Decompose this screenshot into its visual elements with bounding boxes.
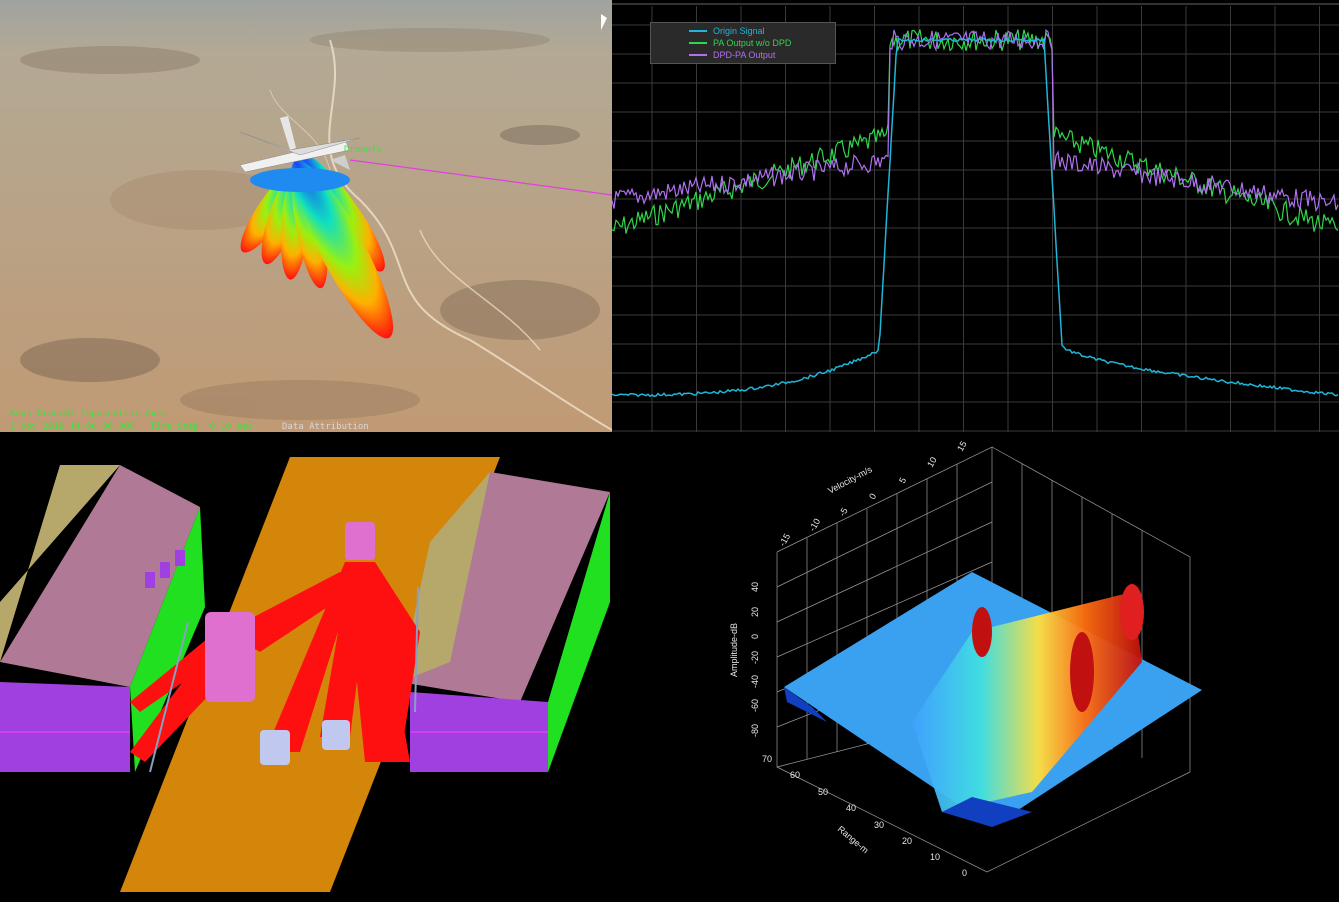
terrain-view-panel[interactable]: DroneTx Keys_DroneRx Topocentric Axes 1 … [0, 0, 612, 432]
date-label: 1 Nov 2019 14:00:00.000 [10, 422, 135, 432]
svg-text:-5: -5 [837, 506, 850, 518]
legend-label: PA Output w/o DPD [713, 38, 792, 48]
amplitude-ticks: 40 20 0 -20 -40 -60 -80 [750, 582, 760, 737]
building-right [400, 472, 610, 772]
range-ticks: 70 60 50 40 30 20 10 0 [762, 754, 967, 878]
velocity-ticks: -15 -10 -5 0 5 10 15 [777, 439, 969, 548]
svg-text:40: 40 [846, 803, 856, 813]
svg-text:-10: -10 [807, 517, 822, 533]
svg-text:0: 0 [867, 492, 878, 501]
target-peak [1070, 632, 1094, 712]
svg-text:0: 0 [750, 634, 760, 639]
svg-text:-80: -80 [750, 724, 760, 737]
ray-tracing-scene [0, 457, 610, 892]
legend-swatch [689, 42, 707, 44]
svg-text:0: 0 [962, 868, 967, 878]
street-pole [414, 586, 419, 713]
svg-text:-60: -60 [750, 699, 760, 712]
svg-text:60: 60 [790, 770, 800, 780]
street-pole [149, 621, 189, 773]
legend-label: Origin Signal [713, 26, 765, 36]
dpd-pa-output-trace [612, 28, 1339, 213]
origin-signal-trace [612, 37, 1339, 398]
velocity-axis-label: Velocity-m/s [826, 464, 874, 496]
ray-tracing-panel[interactable] [0, 432, 612, 902]
legend-swatch [689, 54, 707, 56]
svg-text:40: 40 [750, 582, 760, 592]
tx-label: DroneTx [344, 145, 382, 155]
plot-grid [612, 6, 1339, 432]
svg-text:20: 20 [902, 836, 912, 846]
legend-item: PA Output w/o DPD [689, 37, 835, 49]
spectrum-chart [612, 3, 1339, 432]
svg-text:50: 50 [818, 787, 828, 797]
data-attribution: Data Attribution [282, 422, 369, 432]
legend-item: DPD-PA Output [689, 49, 835, 61]
terrain-scene [0, 0, 612, 432]
drone [239, 116, 361, 173]
svg-text:20: 20 [750, 607, 760, 617]
antenna-pattern [240, 155, 394, 339]
riverbed [328, 39, 612, 431]
svg-text:10: 10 [925, 455, 939, 469]
link-line [349, 159, 612, 196]
legend-label: DPD-PA Output [713, 50, 776, 60]
svg-text:15: 15 [955, 439, 969, 453]
svg-text:5: 5 [897, 476, 908, 485]
range-axis-label: Range-m [836, 824, 871, 855]
svg-text:30: 30 [874, 820, 884, 830]
svg-text:70: 70 [762, 754, 772, 764]
spectrum-legend: Origin Signal PA Output w/o DPD DPD-PA O… [650, 22, 836, 64]
svg-text:-40: -40 [750, 675, 760, 688]
time-step-label: Time Step: 0.10 sec [150, 422, 253, 432]
axes-label: Keys_DroneRx Topocentric Axes [10, 409, 168, 419]
svg-text:10: 10 [930, 852, 940, 862]
spectrum-plot-panel[interactable]: Origin Signal PA Output w/o DPD DPD-PA O… [612, 0, 1339, 432]
svg-text:-20: -20 [750, 651, 760, 664]
legend-item: Origin Signal [689, 25, 835, 37]
radar-surface-panel[interactable]: Velocity-m/s -15 -10 -5 0 5 10 15 Amplit… [612, 432, 1339, 902]
amplitude-axis-label: Amplitude-dB [729, 623, 739, 677]
legend-swatch [689, 30, 707, 32]
range-velocity-surface [784, 572, 1202, 827]
vehicles [205, 522, 375, 765]
mouse-cursor-icon [601, 14, 607, 30]
radar-surface-chart: Velocity-m/s -15 -10 -5 0 5 10 15 Amplit… [729, 439, 1202, 878]
